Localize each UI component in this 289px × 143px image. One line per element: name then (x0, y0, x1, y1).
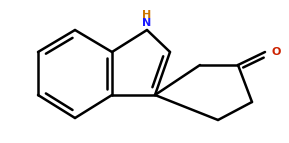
Text: H: H (142, 10, 152, 20)
Text: O: O (272, 47, 281, 57)
Text: N: N (142, 18, 152, 28)
